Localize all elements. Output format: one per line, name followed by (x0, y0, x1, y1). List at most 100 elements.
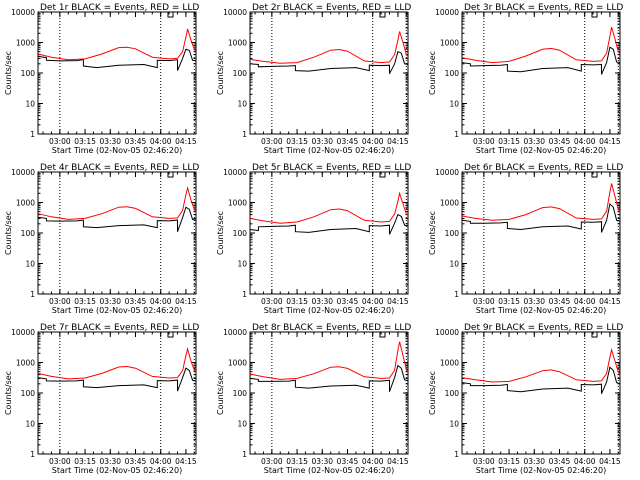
events-series-line (37, 206, 197, 232)
y-axis-label: Counts/sec (4, 371, 13, 415)
x-tick-label: 04:00 (574, 137, 596, 146)
y-axis-label: Counts/sec (216, 371, 225, 415)
corner-marker (167, 171, 174, 178)
y-tick-label: 1 (454, 450, 459, 459)
y-tick-label: 1 (454, 130, 459, 139)
x-tick-label: 04:00 (362, 137, 384, 146)
y-tick-label: 100 (21, 389, 36, 398)
y-axis-label: Counts/sec (216, 211, 225, 255)
y-tick-label: 10000 (223, 8, 247, 17)
x-tick-label: 03:00 (473, 457, 495, 466)
x-tick-label: 03:15 (74, 137, 96, 146)
x-tick-label: 03:00 (261, 457, 283, 466)
y-tick-label: 1000 (440, 359, 459, 368)
x-tick-label: 03:00 (261, 297, 283, 306)
x-tick-label: 03:00 (473, 137, 495, 146)
y-tick-label: 1000 (440, 199, 459, 208)
y-tick-label: 1000 (16, 199, 35, 208)
y-tick-label: 1 (454, 290, 459, 299)
lld-series-line (461, 183, 621, 221)
panel-title: Det 6r BLACK = Events, RED = LLD (464, 163, 623, 173)
y-tick-label: 1000 (228, 359, 247, 368)
panel-title: Det 8r BLACK = Events, RED = LLD (252, 323, 411, 333)
lld-series-line (249, 341, 409, 380)
x-tick-label: 03:30 (523, 457, 545, 466)
events-series-line (37, 367, 197, 392)
y-tick-label: 1000 (16, 39, 35, 48)
panel-title: Det 2r BLACK = Events, RED = LLD (252, 3, 411, 13)
x-tick-label: 04:00 (362, 297, 384, 306)
x-tick-label: 04:15 (599, 137, 621, 146)
x-tick-label: 04:00 (574, 457, 596, 466)
corner-marker (379, 331, 386, 338)
x-tick-label: 03:30 (523, 297, 545, 306)
detector-panel-7: Det 7r BLACK = Events, RED = LLD 1 10 100 10… (4, 323, 199, 475)
plot-frame (249, 171, 409, 295)
y-tick-label: 10000 (11, 8, 35, 17)
detector-panel-2: Det 2r BLACK = Events, RED = LLD 1 10 100 10… (216, 3, 411, 155)
x-tick-label: 04:15 (387, 457, 409, 466)
x-tick-label: 03:00 (261, 137, 283, 146)
y-tick-label: 1 (30, 130, 35, 139)
x-tick-label: 03:00 (473, 297, 495, 306)
detector-panel-5: Det 5r BLACK = Events, RED = LLD 1 10 100 10… (216, 163, 411, 315)
plot-frame (37, 171, 197, 295)
corner-marker (167, 11, 174, 18)
y-tick-label: 10 (449, 420, 459, 429)
events-series-line (37, 48, 197, 71)
x-tick-label: 03:15 (286, 457, 308, 466)
x-tick-label: 03:00 (49, 457, 71, 466)
x-tick-label: 04:00 (574, 297, 596, 306)
y-tick-label: 10 (25, 420, 35, 429)
x-tick-label: 03:15 (498, 297, 520, 306)
events-series-line (249, 213, 409, 235)
y-axis-label: Counts/sec (4, 51, 13, 95)
x-tick-label: 03:15 (498, 457, 520, 466)
x-tick-label: 03:30 (99, 297, 121, 306)
y-tick-label: 1000 (16, 359, 35, 368)
y-tick-label: 1 (30, 290, 35, 299)
corner-marker (591, 171, 598, 178)
detector-panel-8: Det 8r BLACK = Events, RED = LLD 1 10 100 10… (216, 323, 411, 475)
y-tick-label: 100 (21, 229, 36, 238)
x-tick-label: 04:15 (175, 137, 197, 146)
lld-series-line (461, 347, 621, 383)
x-tick-label: 04:15 (599, 457, 621, 466)
events-series-line (461, 366, 621, 394)
events-series-line (461, 202, 621, 233)
y-tick-label: 10000 (11, 328, 35, 337)
corner-marker (591, 11, 598, 18)
panel-title: Det 4r BLACK = Events, RED = LLD (40, 163, 199, 173)
x-axis-label: Start Time (02-Nov-05 02:46:20) (476, 306, 606, 315)
panel-title: Det 7r BLACK = Events, RED = LLD (40, 323, 199, 333)
x-tick-label: 03:30 (99, 457, 121, 466)
y-tick-label: 100 (445, 389, 460, 398)
x-axis-label: Start Time (02-Nov-05 02:46:20) (264, 306, 394, 315)
y-tick-label: 1 (242, 290, 247, 299)
y-tick-label: 10 (449, 260, 459, 269)
detector-panel-6: Det 6r BLACK = Events, RED = LLD 1 10 100 10… (428, 163, 623, 315)
plot-frame (461, 331, 621, 455)
detector-panel-4: Det 4r BLACK = Events, RED = LLD 1 10 100 10… (4, 163, 199, 315)
y-tick-label: 10000 (223, 168, 247, 177)
y-tick-label: 10 (449, 100, 459, 109)
y-tick-label: 1 (242, 130, 247, 139)
panel-title: Det 3r BLACK = Events, RED = LLD (464, 3, 623, 13)
y-tick-label: 100 (445, 229, 460, 238)
x-tick-label: 04:00 (150, 457, 172, 466)
y-axis-label: Counts/sec (216, 51, 225, 95)
x-tick-label: 03:45 (337, 297, 359, 306)
x-tick-label: 03:15 (74, 297, 96, 306)
events-series-line (249, 364, 409, 392)
x-tick-label: 04:15 (175, 297, 197, 306)
x-tick-label: 04:15 (599, 297, 621, 306)
x-tick-label: 03:30 (311, 297, 333, 306)
y-tick-label: 100 (445, 69, 460, 78)
x-tick-label: 03:30 (523, 137, 545, 146)
y-axis-label: Counts/sec (428, 51, 437, 95)
x-tick-label: 03:30 (311, 457, 333, 466)
y-axis-label: Counts/sec (428, 371, 437, 415)
x-tick-label: 04:15 (387, 297, 409, 306)
y-tick-label: 1000 (228, 39, 247, 48)
x-tick-label: 03:45 (549, 137, 571, 146)
